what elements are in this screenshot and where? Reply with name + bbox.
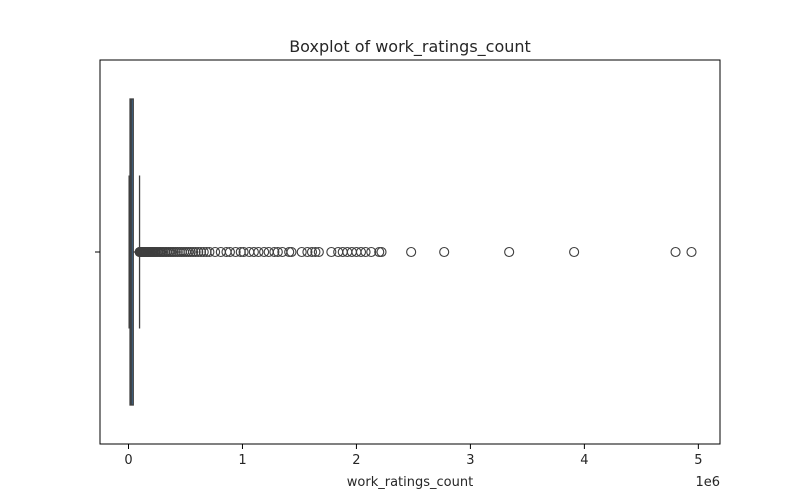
outlier-point — [310, 246, 321, 258]
x-tick-label: 0 — [124, 453, 132, 468]
outlier-point — [259, 246, 270, 258]
outlier-point — [224, 246, 235, 258]
outlier-point — [406, 246, 417, 258]
outlier-point — [204, 246, 215, 258]
outlier-point — [193, 246, 204, 258]
x-tick-label: 4 — [580, 453, 588, 468]
outlier-point — [306, 246, 318, 258]
outlier-point — [355, 246, 367, 258]
outlier-point — [188, 246, 199, 258]
outlier-point — [190, 246, 201, 258]
outlier-point — [504, 246, 515, 258]
x-tick-label: 1 — [238, 453, 246, 468]
chart-title: Boxplot of work_ratings_count — [289, 37, 531, 57]
outlier-point — [272, 246, 283, 258]
outlier-point — [670, 246, 681, 258]
outlier-point — [185, 246, 196, 258]
outlier-point — [195, 246, 207, 258]
outlier-point — [284, 246, 295, 258]
outlier-point — [296, 246, 307, 258]
x-tick-label: 5 — [694, 453, 702, 468]
outlier-point — [238, 246, 249, 258]
outlier-point — [686, 246, 697, 258]
x-tick-label: 2 — [352, 453, 360, 468]
plot-area — [128, 98, 697, 406]
outlier-point — [210, 246, 221, 258]
outlier-point — [286, 246, 297, 258]
outlier-point — [326, 246, 337, 258]
outlier-point — [439, 246, 450, 258]
outlier-point — [253, 246, 264, 258]
outlier-point — [569, 246, 580, 258]
x-axis: 0 1 2 3 4 5 — [124, 444, 702, 468]
x-axis-label: work_ratings_count — [347, 475, 473, 490]
outlier-point — [360, 246, 371, 258]
outlier-point — [302, 246, 313, 258]
outlier-point — [248, 246, 259, 258]
outlier-point — [376, 246, 387, 258]
x-offset-label: 1e6 — [695, 475, 720, 490]
outlier-point — [230, 246, 241, 258]
outlier-point — [366, 246, 377, 258]
outlier-point — [269, 246, 280, 258]
x-tick-label: 3 — [466, 453, 474, 468]
outlier-point — [198, 246, 209, 258]
outlier-point — [313, 246, 324, 258]
